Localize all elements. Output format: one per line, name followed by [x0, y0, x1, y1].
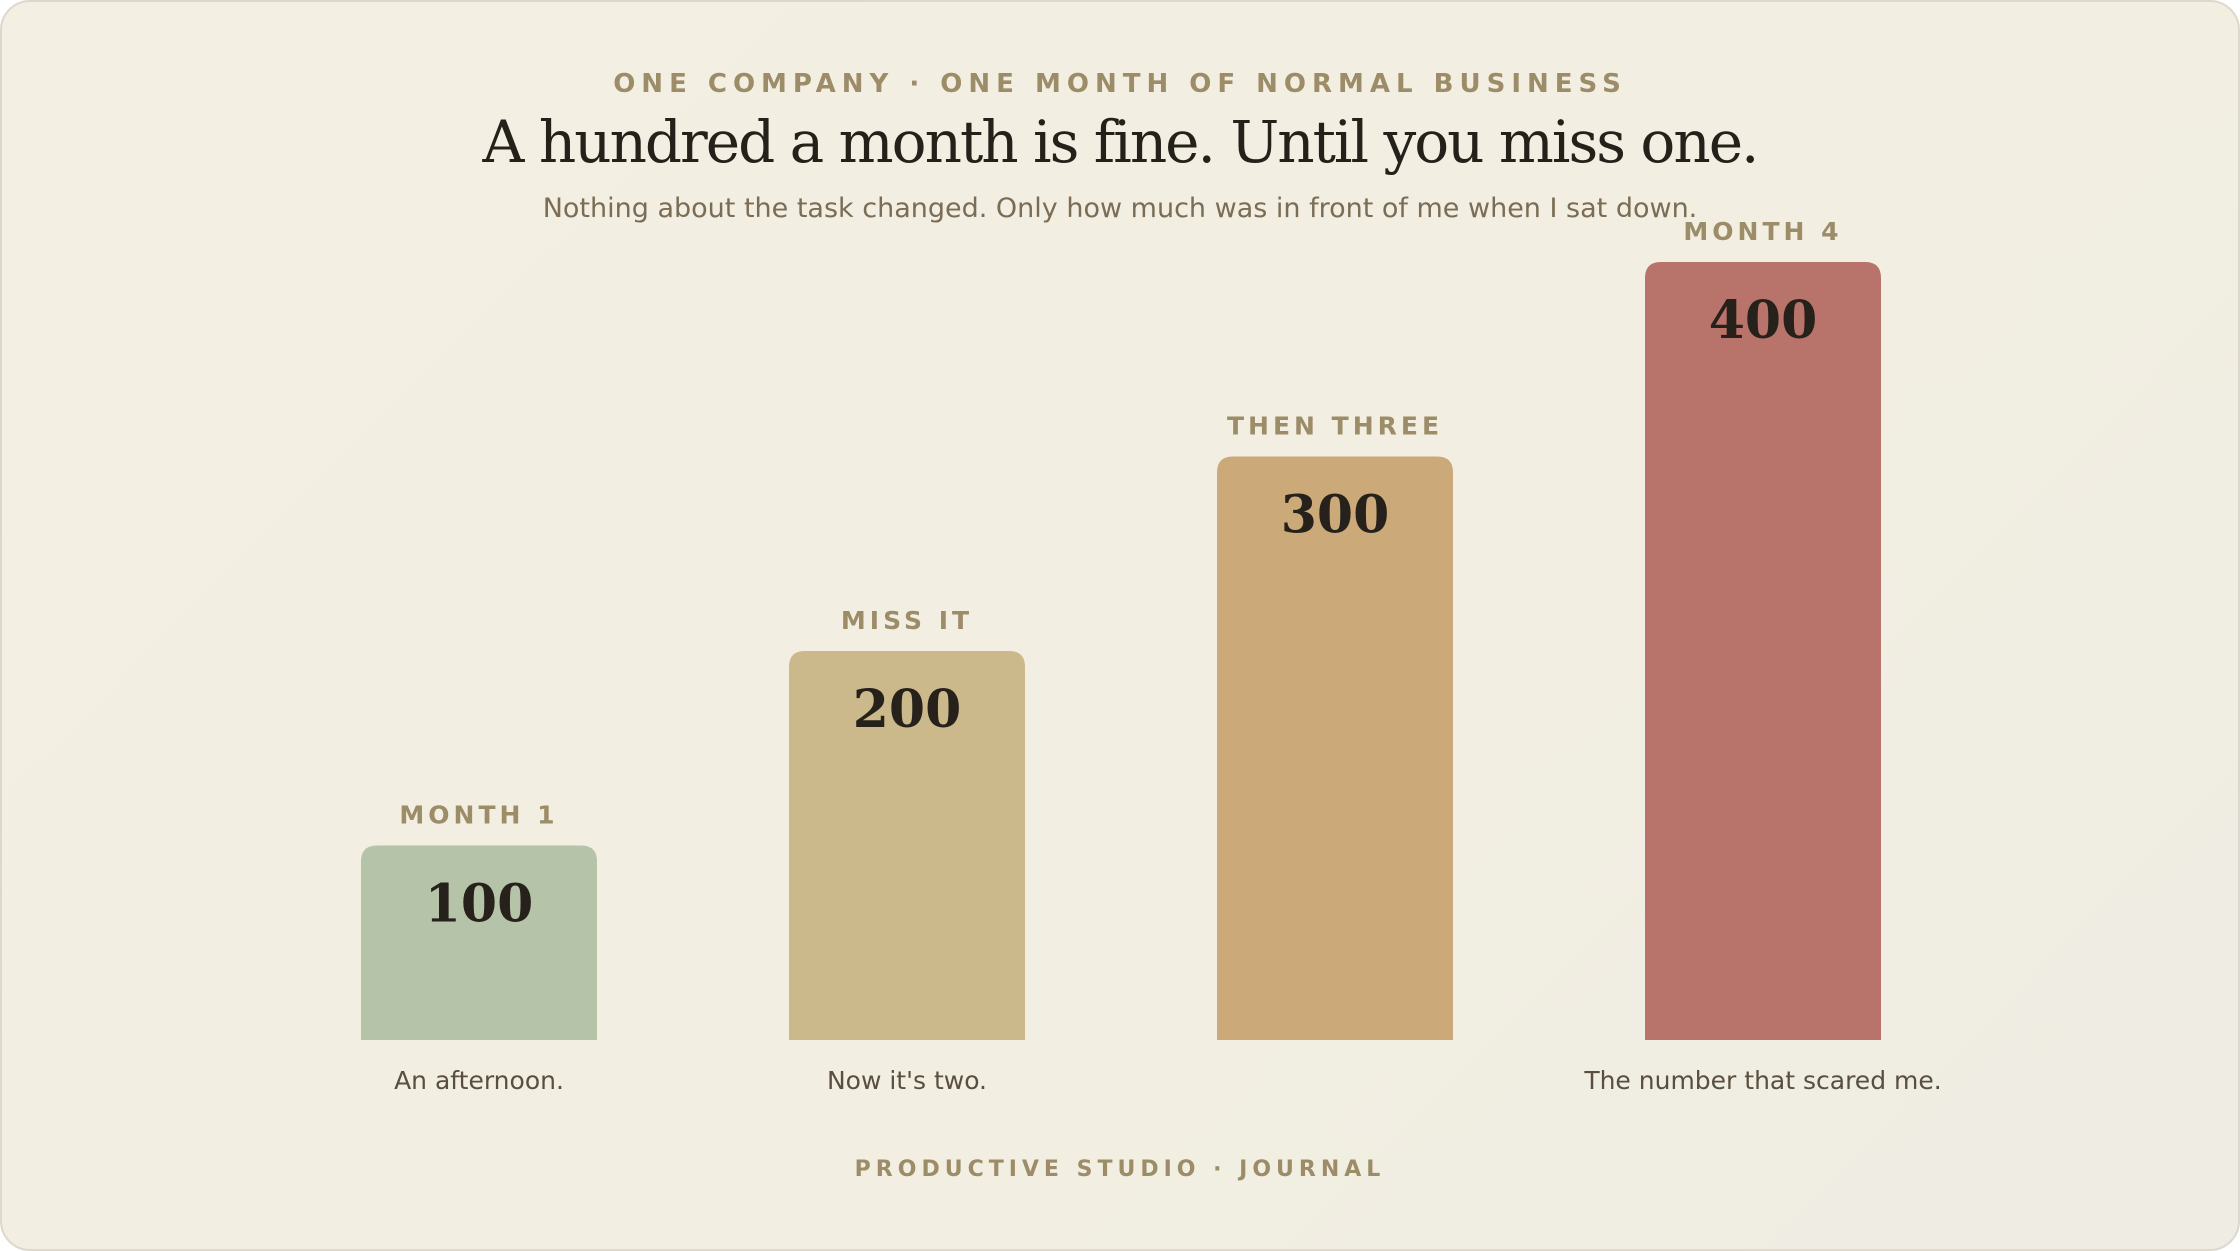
bar-caption: The number that scared me. [1583, 1066, 1941, 1095]
bar-value-label: 300 [1281, 485, 1390, 546]
bar-caption: An afternoon. [394, 1066, 564, 1095]
bar-value-label: 100 [425, 874, 534, 935]
bar [789, 651, 1025, 1040]
chart-title: A hundred a month is fine. Until you mis… [482, 108, 1760, 176]
chart-eyebrow: ONE COMPANY · ONE MONTH OF NORMAL BUSINE… [613, 69, 1627, 99]
bar-value-label: 400 [1709, 290, 1818, 351]
category-label: MONTH 4 [1683, 217, 1842, 246]
footer-credit: PRODUCTIVE STUDIO · JOURNAL [854, 1157, 1386, 1182]
bar [361, 845, 597, 1040]
bar [1645, 262, 1881, 1040]
category-label: MISS IT [841, 606, 973, 635]
bar [1217, 456, 1453, 1040]
bar-caption: Now it's two. [827, 1066, 987, 1095]
category-label: THEN THREE [1227, 412, 1443, 441]
category-label: MONTH 1 [399, 801, 558, 830]
chart-subtitle: Nothing about the task changed. Only how… [542, 193, 1698, 224]
bar-value-label: 200 [853, 679, 962, 740]
